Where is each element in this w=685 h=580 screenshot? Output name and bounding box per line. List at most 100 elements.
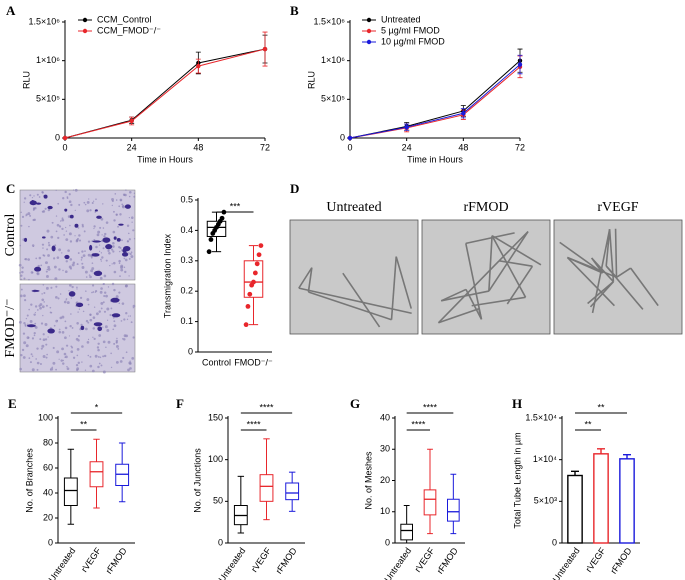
image-texture — [29, 361, 32, 364]
cell — [102, 237, 111, 243]
image-texture — [97, 342, 100, 345]
data-point — [247, 291, 253, 297]
image-texture — [50, 311, 53, 314]
x-tick-label: rFMOD — [274, 545, 299, 575]
image-texture — [124, 258, 128, 262]
box — [423, 489, 437, 516]
legend-label: 10 µg/ml FMOD — [381, 36, 445, 46]
image-texture — [95, 245, 98, 249]
image-texture — [129, 315, 132, 317]
image-texture — [119, 275, 121, 277]
image-texture — [125, 189, 127, 191]
cell — [68, 291, 76, 297]
image-texture — [109, 264, 111, 267]
image-texture — [124, 193, 127, 197]
data-point — [208, 237, 214, 242]
image-texture — [121, 239, 123, 242]
y-tick-label: 0 — [188, 346, 193, 356]
image-texture — [69, 267, 73, 270]
image-texture — [64, 226, 67, 229]
image-texture — [53, 257, 56, 260]
image-texture — [27, 258, 31, 261]
image-texture — [102, 370, 106, 374]
image-texture — [115, 361, 119, 364]
image-texture — [61, 227, 64, 231]
image-texture — [62, 269, 64, 272]
image-texture — [57, 236, 60, 240]
y-tick-label: 10 — [380, 506, 390, 516]
image-texture — [38, 256, 42, 260]
image-texture — [128, 190, 132, 194]
image-texture — [103, 235, 106, 238]
image-texture — [24, 324, 27, 327]
cell — [93, 322, 103, 327]
image-texture — [35, 358, 37, 360]
image-texture — [75, 239, 79, 243]
image-texture — [86, 298, 90, 301]
image-texture — [605, 229, 611, 267]
image-texture — [42, 254, 45, 256]
cell — [64, 254, 70, 260]
image-texture — [56, 256, 60, 259]
y-tick-label: 0.5 — [180, 194, 193, 204]
image-texture — [129, 360, 131, 362]
image-texture — [19, 244, 21, 247]
image-texture — [43, 301, 45, 303]
image-texture — [46, 248, 49, 251]
image-texture — [491, 235, 527, 298]
legend-marker — [82, 28, 88, 34]
image-texture — [395, 256, 413, 309]
image-texture — [128, 275, 130, 277]
error-bar — [597, 448, 605, 454]
panel-letter: E — [8, 396, 17, 411]
image-texture — [31, 244, 35, 247]
image-texture — [20, 353, 23, 357]
image-texture — [93, 225, 96, 228]
image-texture — [20, 224, 23, 227]
image-texture — [71, 327, 74, 329]
cell — [111, 313, 121, 318]
image-texture — [110, 248, 114, 251]
image-texture — [129, 252, 132, 256]
image-texture — [478, 308, 483, 320]
image-texture — [24, 258, 26, 261]
row-label: FMOD⁻/⁻ — [3, 298, 18, 357]
cell — [124, 204, 131, 209]
image-texture — [55, 368, 57, 371]
legend-label: 5 µg/ml FMOD — [381, 25, 440, 35]
image-texture — [102, 247, 105, 250]
image-texture — [106, 307, 110, 311]
image-texture — [70, 350, 74, 354]
image-texture — [488, 235, 493, 292]
image-texture — [77, 334, 81, 338]
image-texture — [76, 237, 79, 240]
image-texture — [70, 345, 73, 348]
image-texture — [87, 321, 90, 324]
cell — [31, 289, 40, 292]
image-texture — [117, 348, 120, 350]
image-texture — [129, 367, 132, 370]
bar — [619, 458, 635, 544]
image-texture — [111, 204, 113, 207]
image-texture — [127, 315, 130, 317]
x-tick-label: Control — [202, 357, 231, 367]
image-texture — [89, 355, 92, 358]
x-tick-label: rVEGF — [249, 545, 273, 574]
box — [285, 482, 300, 501]
image-texture — [81, 262, 84, 265]
image-texture — [123, 318, 126, 321]
image-texture — [41, 190, 44, 194]
image-texture — [119, 213, 122, 216]
image-texture — [630, 267, 659, 307]
image-texture — [76, 322, 79, 325]
image-texture — [132, 304, 136, 308]
image-texture — [46, 353, 48, 356]
y-tick-label: 0.2 — [180, 286, 193, 296]
image-texture — [41, 305, 45, 309]
image-texture — [59, 225, 61, 227]
image-texture — [42, 333, 45, 336]
y-axis-label: RLU — [21, 71, 31, 89]
image-texture — [61, 331, 65, 334]
x-tick-label: rFMOD — [104, 545, 129, 575]
image-texture — [20, 274, 23, 277]
